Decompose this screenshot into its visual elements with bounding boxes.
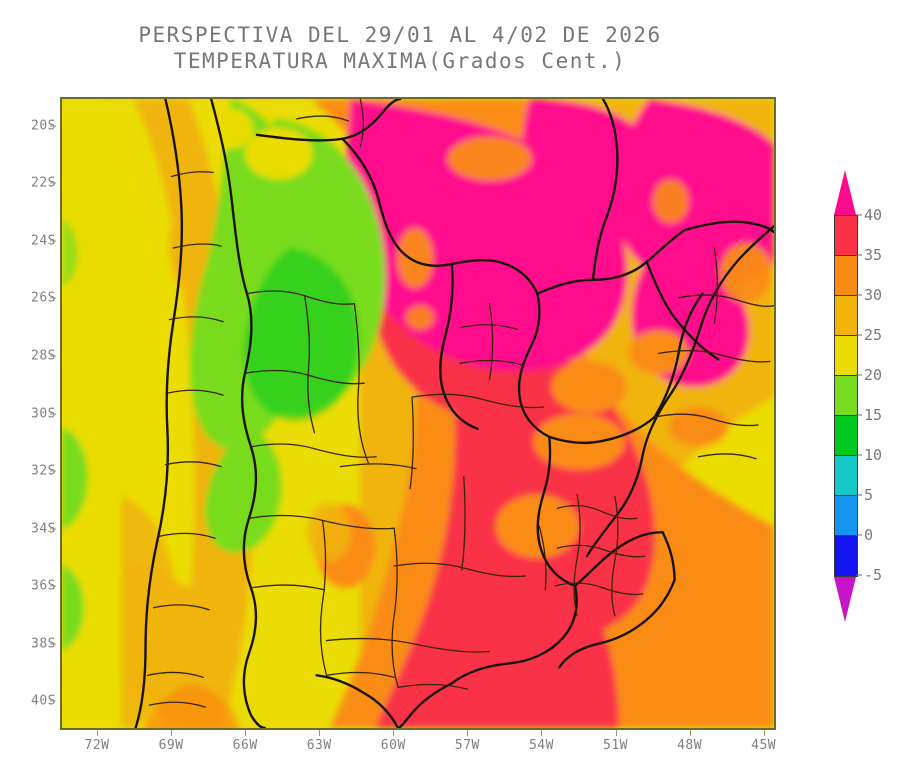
y-axis-tick-mark [50, 182, 56, 184]
colorbar-tick-mark [856, 534, 862, 536]
x-axis-tick-mark [689, 730, 691, 736]
y-axis-tick-label: 26S [31, 290, 56, 306]
colorbar-tick-mark [856, 214, 862, 216]
colorbar-tick-label: -5 [864, 566, 883, 584]
y-axis-tick-mark [50, 528, 56, 530]
x-axis-tick-mark [615, 730, 617, 736]
y-axis-tick-label: 38S [31, 636, 56, 652]
colorbar-band [835, 496, 857, 536]
x-axis-tick-mark [393, 730, 395, 736]
colorbar-tick-label: 15 [864, 406, 883, 424]
x-axis-tick-label: 60W [380, 738, 406, 753]
y-axis-tick-label: 36S [31, 578, 56, 594]
y-axis-tick-mark [50, 413, 56, 414]
y-axis-tick-label: 40S [31, 693, 56, 709]
x-axis-tick-mark [245, 730, 247, 736]
x-axis-tick-mark [171, 730, 173, 736]
colorbar-tick-label: 10 [864, 446, 883, 464]
colorbar-band [835, 216, 857, 256]
colorbar-tick-mark [856, 334, 862, 336]
colorbar-tick-mark [856, 254, 862, 256]
x-axis-tick-mark [467, 730, 469, 736]
colorbar-tick-label: 0 [864, 526, 874, 544]
map-plot-area [60, 97, 776, 730]
colorbar-tick-label: 30 [864, 286, 883, 304]
colorbar-tick-label: 5 [864, 486, 874, 504]
colorbar-tick-label: 35 [864, 246, 883, 264]
colorbar-tick-mark [856, 454, 862, 456]
colorbar-tick-mark [856, 374, 862, 376]
colorbar-arrow-top [834, 170, 856, 215]
y-axis-tick-mark [50, 240, 56, 242]
x-axis-tick-label: 69W [158, 738, 184, 753]
country-borders [134, 99, 774, 728]
x-axis-tick-label: 66W [232, 738, 258, 753]
colorbar-tick-mark [856, 414, 862, 416]
colorbar-band [835, 256, 857, 296]
x-axis-tick-mark [541, 730, 543, 736]
colorbar-tick-mark [856, 294, 862, 296]
y-axis-tick-mark [50, 355, 56, 357]
colorbar-tick-mark [856, 494, 862, 496]
chart-title: PERSPECTIVA DEL 29/01 AL 4/02 DE 2026 TE… [0, 22, 800, 74]
colorbar-tick-label: 20 [864, 366, 883, 384]
colorbar-tick-label: 40 [864, 206, 883, 224]
colorbar-bands [834, 215, 858, 577]
chart-title-line-1: PERSPECTIVA DEL 29/01 AL 4/02 DE 2026 [138, 23, 662, 47]
x-axis-tick-label: 48W [677, 738, 703, 753]
y-axis-latitude: 20S 22S 24S 26S 28S 30S 32S 34S 36S 38S 40S [0, 97, 56, 730]
colorbar-tick-label: 25 [864, 326, 883, 344]
colorbar-tick-mark [856, 574, 862, 576]
y-axis-tick-label: 28S [31, 348, 56, 364]
colorbar-band [835, 416, 857, 456]
x-axis-tick-mark [319, 730, 321, 736]
x-axis-tick-label: 45W [751, 738, 777, 753]
x-axis-tick-label: 54W [528, 738, 554, 753]
colorbar-band [835, 536, 857, 576]
y-axis-tick-label: 24S [31, 233, 56, 249]
y-axis-tick-mark [50, 125, 56, 127]
y-axis-tick-mark [50, 585, 56, 587]
colorbar-legend: 40 35 30 25 20 15 10 5 0 -5 [828, 170, 898, 660]
x-axis-tick-mark [97, 730, 99, 736]
y-axis-tick-mark [50, 297, 56, 299]
y-axis-tick-label: 34S [31, 521, 56, 537]
colorbar-band [835, 376, 857, 416]
temperature-heatmap [62, 99, 774, 728]
colorbar-band [835, 296, 857, 336]
colorbar-arrow-bottom [834, 577, 856, 622]
x-axis-tick-mark [763, 730, 765, 736]
colorbar-band [835, 336, 857, 376]
y-axis-tick-mark [50, 643, 56, 645]
x-axis-tick-label: 51W [603, 738, 628, 753]
y-axis-tick-mark [50, 700, 56, 702]
x-axis-longitude: 72W 69W 66W 63W 60W 57W 54W 51W 48W 45W [60, 730, 776, 758]
chart-title-line-2: TEMPERATURA MAXIMA(Grados Cent.) [173, 49, 627, 73]
y-axis-tick-label: 20S [31, 118, 56, 134]
y-axis-tick-mark [50, 470, 56, 472]
y-axis-tick-label: 30S [31, 406, 56, 421]
y-axis-tick-label: 22S [31, 175, 56, 191]
x-axis-tick-label: 63W [306, 738, 332, 753]
x-axis-tick-label: 57W [454, 738, 480, 753]
colorbar-band [835, 456, 857, 496]
x-axis-tick-label: 72W [84, 738, 110, 753]
y-axis-tick-label: 32S [31, 463, 56, 479]
province-borders [146, 99, 774, 708]
